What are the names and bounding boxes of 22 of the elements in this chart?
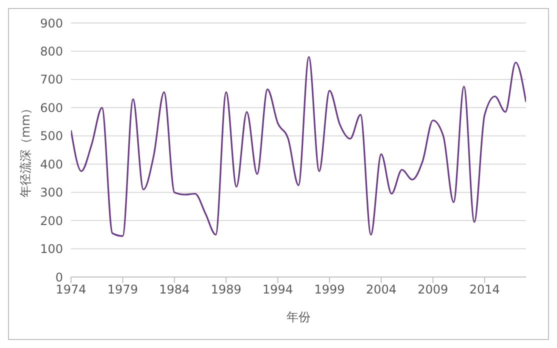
- y-tick-label: 200: [40, 214, 63, 228]
- y-axis-title: 年径流深（mm）: [18, 102, 32, 198]
- y-tick-label: 300: [40, 186, 63, 200]
- x-tick-label: 1979: [107, 282, 138, 297]
- line-series: [71, 56, 526, 237]
- x-tick-label: 2009: [418, 282, 448, 297]
- y-tick-label: 900: [40, 16, 63, 30]
- y-tick-label: 0: [55, 270, 63, 284]
- x-tick-label: 2004: [366, 282, 396, 297]
- x-axis-title: 年份: [286, 310, 310, 324]
- x-tick-label: 2014: [469, 282, 500, 297]
- y-tick-label: 500: [40, 129, 63, 144]
- x-tick-label: 1974: [56, 282, 86, 297]
- y-tick-label: 400: [40, 157, 63, 172]
- x-tick-label: 1994: [262, 282, 294, 297]
- y-tick-label: 800: [40, 44, 63, 58]
- y-tick-label: 100: [40, 242, 63, 256]
- x-tick-label: 1984: [159, 282, 190, 297]
- x-tick-label: 1999: [314, 282, 345, 297]
- y-tick-label: 700: [40, 72, 63, 87]
- y-tick-label: 600: [40, 100, 63, 115]
- x-tick-label: 1989: [210, 282, 242, 297]
